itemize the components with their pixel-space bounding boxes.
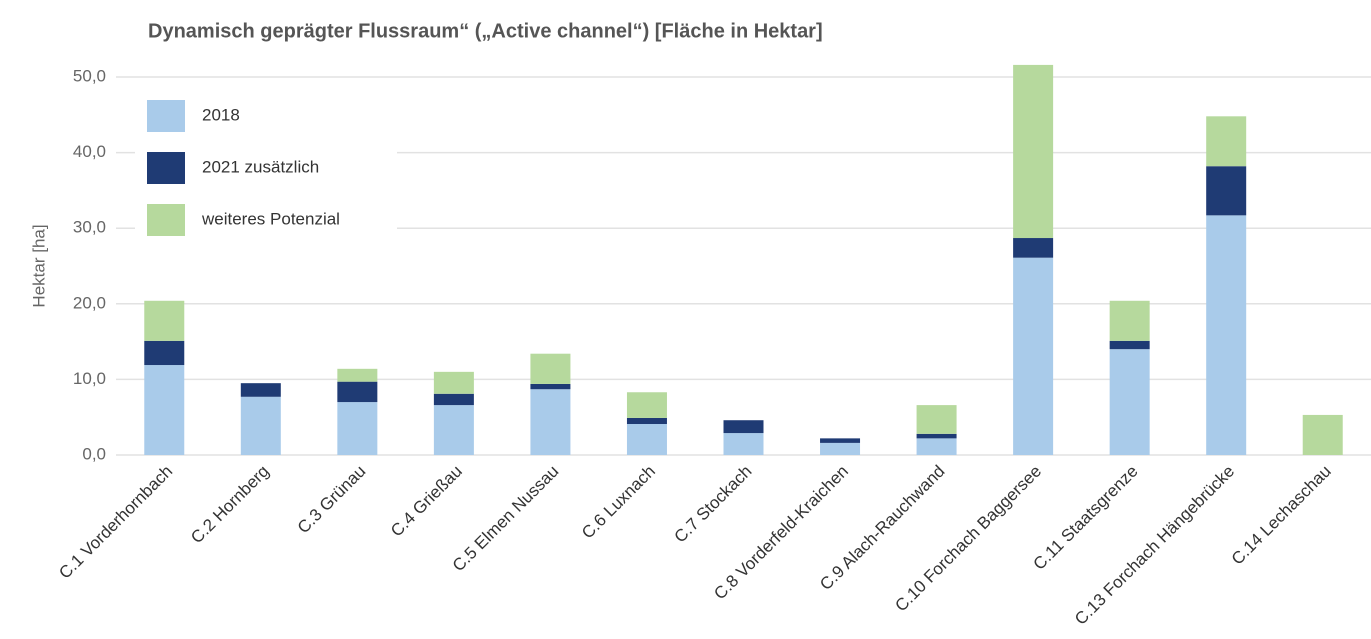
- x-tick-label: C.7 Stockach: [671, 462, 756, 547]
- legend-swatch: [147, 152, 185, 184]
- bar-segment: [240, 396, 281, 455]
- x-tick-label: C.13 Forchach Hängebrücke: [1071, 462, 1238, 629]
- bar-segment: [1206, 116, 1247, 167]
- legend-label: weiteres Potenzial: [201, 209, 340, 228]
- bar-segment: [1206, 166, 1247, 216]
- y-tick-label: 10,0: [73, 369, 106, 388]
- bar-segment: [144, 365, 185, 455]
- bar-segment: [1109, 300, 1150, 341]
- legend-swatch: [147, 100, 185, 132]
- x-tick-label: C.4 Grießau: [387, 462, 466, 541]
- bar-segment: [530, 389, 571, 455]
- bar-segment: [1109, 340, 1150, 350]
- bar-segment: [240, 383, 281, 397]
- bar-segment: [1013, 257, 1054, 455]
- y-tick-label: 30,0: [73, 218, 106, 237]
- bar-segment: [144, 340, 185, 366]
- legend-label: 2018: [202, 105, 240, 124]
- bar-segment: [1302, 414, 1343, 455]
- bar-segment: [916, 405, 957, 434]
- bar-segment: [144, 300, 185, 341]
- bar-segment: [626, 424, 667, 455]
- bar-segment: [916, 433, 957, 439]
- bar-segment: [1013, 64, 1054, 239]
- y-tick-label: 50,0: [73, 66, 106, 85]
- bar-segment: [1013, 238, 1054, 258]
- x-tick-label: C.5 Elmen Nussau: [449, 462, 563, 576]
- bar-segment: [723, 420, 764, 434]
- x-tick-label: C.14 Lechaschau: [1228, 462, 1335, 569]
- bar-segment: [530, 383, 571, 390]
- bar-segment: [1109, 349, 1150, 455]
- bar-segment: [337, 381, 378, 403]
- x-tick-label: C.6 Luxnach: [578, 462, 659, 543]
- y-axis-label: Hektar [ha]: [29, 224, 48, 307]
- y-tick-label: 0,0: [82, 444, 106, 463]
- bar-segment: [433, 371, 474, 394]
- legend-label: 2021 zusätzlich: [202, 157, 319, 176]
- bar-segment: [916, 438, 957, 455]
- bar-segment: [723, 433, 764, 455]
- bar-segment: [337, 368, 378, 382]
- bar-segment: [337, 402, 378, 455]
- bar-segment: [433, 405, 474, 455]
- bar-segment: [433, 393, 474, 406]
- bar-segment: [626, 417, 667, 425]
- chart-title: Dynamisch geprägter Flussraum“ („Active …: [148, 20, 823, 42]
- x-tick-label: C.1 Vorderhornbach: [55, 462, 176, 583]
- x-tick-label: C.3 Grünau: [294, 462, 370, 538]
- x-tick-label: C.11 Staatsgrenze: [1030, 462, 1142, 574]
- legend-swatch: [147, 204, 185, 236]
- bar-segment: [820, 438, 861, 443]
- y-tick-label: 40,0: [73, 142, 106, 161]
- x-tick-label: C.2 Hornberg: [187, 462, 273, 548]
- y-tick-label: 20,0: [73, 293, 106, 312]
- bar-segment: [626, 392, 667, 418]
- bar-segment: [530, 353, 571, 384]
- bar-segment: [820, 442, 861, 455]
- bar-segment: [1206, 215, 1247, 455]
